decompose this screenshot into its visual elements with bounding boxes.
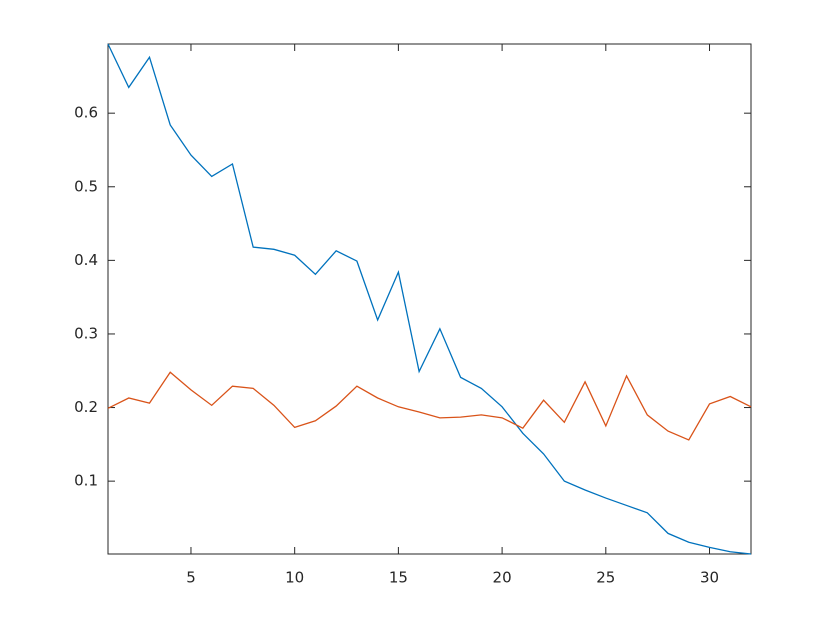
axes-box bbox=[107, 43, 752, 555]
series-line bbox=[107, 371, 752, 441]
x-tick-label: 25 bbox=[596, 569, 615, 587]
x-tick-label: 15 bbox=[389, 569, 408, 587]
y-tick-label: 0.5 bbox=[74, 177, 98, 195]
x-tick-label: 10 bbox=[285, 569, 304, 587]
x-tick-label: 20 bbox=[493, 569, 512, 587]
y-tick-label: 0.6 bbox=[74, 104, 98, 122]
y-tick-label: 0.4 bbox=[74, 251, 98, 269]
y-tick-label: 0.3 bbox=[74, 324, 98, 342]
x-tick-label: 5 bbox=[186, 569, 196, 587]
y-tick-label: 0.2 bbox=[74, 398, 98, 416]
x-tick-label: 30 bbox=[700, 569, 719, 587]
y-tick-label: 0.1 bbox=[74, 472, 98, 490]
series-line bbox=[107, 43, 752, 555]
